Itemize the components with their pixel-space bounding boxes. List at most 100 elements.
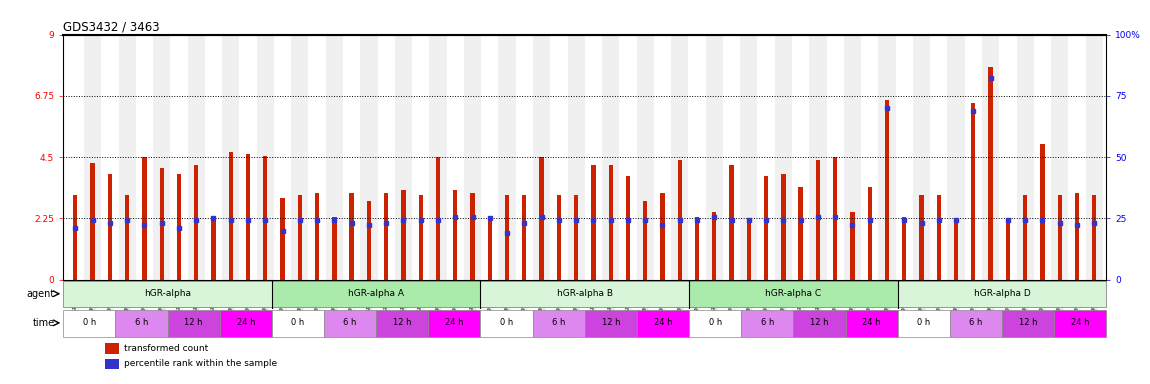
Text: GSM154306: GSM154306 [263,285,268,314]
Text: transformed count: transformed count [124,344,208,353]
Text: GSM154299: GSM154299 [815,285,820,314]
Text: GSM154297: GSM154297 [626,285,630,314]
Bar [689,310,742,336]
Text: GSM154267: GSM154267 [522,285,527,314]
Bar [350,193,354,280]
Text: GSM154294: GSM154294 [419,285,423,314]
Bar [689,281,898,308]
Bar [827,35,844,280]
Bar [689,35,706,280]
Bar [187,35,205,280]
Bar [308,35,325,280]
Bar [105,359,118,369]
Bar [63,281,271,308]
Text: GSM154292: GSM154292 [384,285,389,314]
Bar [194,166,199,280]
Bar [898,310,950,336]
Bar [603,35,620,280]
Bar [271,281,481,308]
Text: GSM154277: GSM154277 [332,285,337,314]
Bar [672,35,689,280]
Bar [833,157,837,280]
Bar [246,154,251,280]
Text: 12 h: 12 h [1019,318,1037,327]
Text: 0 h: 0 h [500,318,513,327]
Text: GSM154317: GSM154317 [1074,285,1080,314]
Bar [239,35,256,280]
Bar [343,35,360,280]
Bar [453,190,458,280]
Text: GSM154290: GSM154290 [193,285,199,314]
Bar [729,166,734,280]
Text: GSM154281: GSM154281 [557,285,561,314]
Bar [205,35,222,280]
Bar [706,35,723,280]
Bar [177,174,181,280]
Bar [105,343,118,354]
Text: GSM154270: GSM154270 [729,285,734,314]
Bar [626,176,630,280]
Bar [764,176,768,280]
Bar [298,195,302,280]
Text: GSM154271: GSM154271 [902,285,906,314]
Bar [965,35,982,280]
Text: GSM154283: GSM154283 [746,285,751,314]
Bar [584,35,603,280]
Text: GSM154264: GSM154264 [315,285,320,314]
Bar [515,35,532,280]
Bar [677,160,682,280]
Bar [118,35,136,280]
Text: GSM154302: GSM154302 [1022,285,1028,314]
Bar [1092,195,1096,280]
Bar [376,310,428,336]
Bar [436,157,440,280]
Text: 24 h: 24 h [653,318,673,327]
Bar [637,310,689,336]
Bar [488,220,492,280]
Text: GSM154285: GSM154285 [781,285,785,314]
Bar [798,187,803,280]
Text: hGR-alpha D: hGR-alpha D [974,289,1030,298]
Bar [325,35,343,280]
Text: GSM154286: GSM154286 [953,285,959,314]
Bar [850,212,854,280]
Bar [741,35,758,280]
Bar [125,195,129,280]
Bar [532,35,550,280]
Bar [1055,310,1106,336]
Bar [953,220,958,280]
Bar [412,35,429,280]
Text: hGR-alpha C: hGR-alpha C [765,289,821,298]
Text: hGR-alpha B: hGR-alpha B [557,289,613,298]
Text: GSM154295: GSM154295 [591,285,596,314]
Text: GSM154318: GSM154318 [1091,285,1097,314]
Bar [742,310,793,336]
Bar [271,310,324,336]
Text: GSM154311: GSM154311 [660,285,665,314]
Bar [695,217,699,280]
Text: GSM154314: GSM154314 [867,285,872,314]
Text: 12 h: 12 h [811,318,829,327]
Text: GSM154303: GSM154303 [1040,285,1045,314]
Bar [775,35,792,280]
Bar [401,190,406,280]
Bar [256,35,274,280]
Text: GSM154263: GSM154263 [298,285,302,314]
Text: percentile rank within the sample: percentile rank within the sample [124,359,277,368]
Bar [532,310,584,336]
Text: 12 h: 12 h [601,318,620,327]
Bar [91,162,94,280]
Text: GSM154279: GSM154279 [367,285,371,314]
Bar [792,35,810,280]
Bar [367,201,371,280]
Bar [845,310,898,336]
Bar [567,35,584,280]
Text: GSM154298: GSM154298 [798,285,803,314]
Bar [574,195,578,280]
Text: 0 h: 0 h [83,318,95,327]
Bar [324,310,376,336]
Bar [930,35,948,280]
Bar [446,35,463,280]
Bar [212,220,216,280]
Bar [74,195,77,280]
